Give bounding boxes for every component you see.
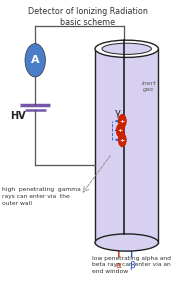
Text: high  penetrating  gamma
rays can enter via  the
outer wall: high penetrating gamma rays can enter vi… (2, 187, 80, 206)
Text: Detector of Ionizing Radiation
basic scheme: Detector of Ionizing Radiation basic sch… (28, 7, 148, 27)
Ellipse shape (95, 234, 158, 251)
Circle shape (118, 114, 127, 128)
Text: A: A (31, 55, 40, 65)
Circle shape (25, 44, 45, 77)
Ellipse shape (102, 43, 151, 55)
Text: +: + (120, 137, 125, 143)
Text: inert
gas: inert gas (141, 81, 156, 92)
Circle shape (116, 123, 125, 138)
Circle shape (118, 133, 127, 147)
Text: γ: γ (115, 108, 121, 118)
Bar (95, 49, 158, 243)
Text: HV: HV (11, 111, 26, 121)
Text: +: + (120, 119, 125, 124)
Text: +: + (118, 128, 123, 133)
Text: α: α (116, 261, 122, 270)
Text: β: β (129, 261, 134, 270)
Text: low penetrating alpha and
beta rays can enter via an
end window: low penetrating alpha and beta rays can … (92, 256, 171, 274)
Ellipse shape (95, 40, 158, 57)
